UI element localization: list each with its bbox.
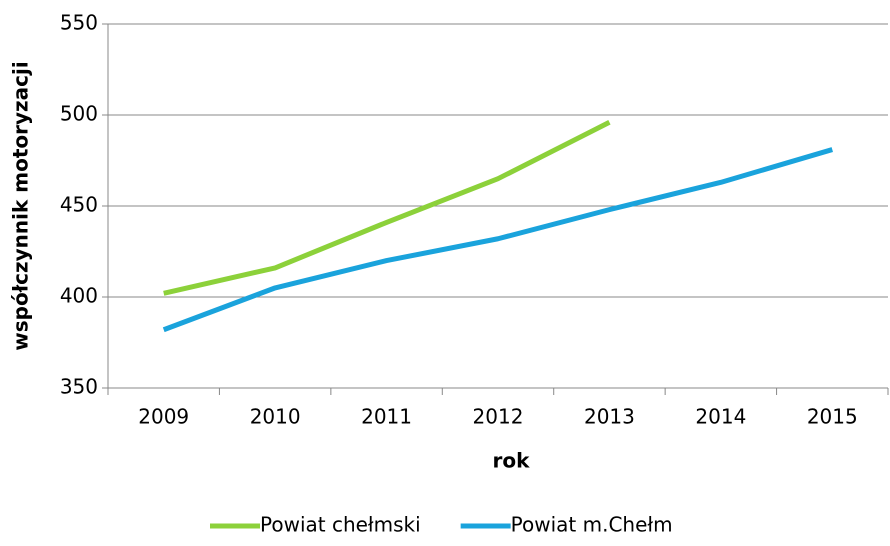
x-tick-label: 2010 bbox=[250, 405, 301, 429]
series-line bbox=[163, 120, 611, 296]
x-tick-label: 2014 bbox=[695, 405, 746, 429]
y-tick-label: 450 bbox=[60, 193, 98, 217]
legend-label: Powiat chełmski bbox=[260, 513, 421, 537]
x-tick-label: 2009 bbox=[138, 405, 189, 429]
y-tick-label: 550 bbox=[60, 11, 98, 35]
series-line bbox=[162, 147, 833, 333]
y-tick-label: 350 bbox=[60, 375, 98, 399]
x-tick-label: 2015 bbox=[807, 405, 858, 429]
x-tick-label: 2012 bbox=[473, 405, 524, 429]
x-axis-label: rok bbox=[493, 449, 531, 473]
y-axis-label: współczynnik motoryzacji bbox=[9, 61, 33, 350]
x-tick-label: 2011 bbox=[361, 405, 412, 429]
y-tick-label: 400 bbox=[60, 284, 98, 308]
legend-label: Powiat m.Chełm bbox=[511, 513, 673, 537]
x-tick-label: 2013 bbox=[584, 405, 635, 429]
y-tick-label: 500 bbox=[60, 102, 98, 126]
